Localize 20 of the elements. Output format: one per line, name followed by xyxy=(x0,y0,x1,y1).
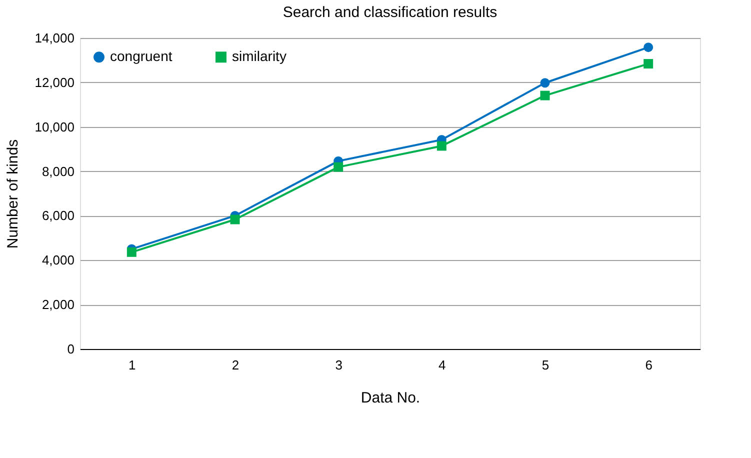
x-axis-title: Data No. xyxy=(360,390,420,406)
y-tick-label: 0 xyxy=(67,342,74,356)
point xyxy=(644,59,654,69)
y-tick-label: 2,000 xyxy=(42,297,74,312)
x-tick-label: 1 xyxy=(128,358,136,372)
y-tick-label: 4,000 xyxy=(42,252,74,268)
legend-label: similarity xyxy=(232,48,286,64)
y-tick-label: 10,000 xyxy=(34,119,74,134)
y-tick-label: 14,000 xyxy=(34,30,74,46)
x-tick-label: 6 xyxy=(645,358,652,372)
y-tick-label: 8,000 xyxy=(42,164,74,179)
y-tick-label: 6,000 xyxy=(42,208,74,224)
legend-label: congruent xyxy=(110,48,172,64)
x-tick-label: 5 xyxy=(542,358,550,372)
y-axis-title: Number of kinds xyxy=(4,139,22,249)
y-tick-label: 12,000 xyxy=(34,74,74,90)
x-tick-label: 2 xyxy=(232,358,240,372)
x-tick-label: 4 xyxy=(438,358,446,372)
chart-title: Search and classification results xyxy=(282,4,498,21)
x-tick-label: 3 xyxy=(335,358,342,372)
